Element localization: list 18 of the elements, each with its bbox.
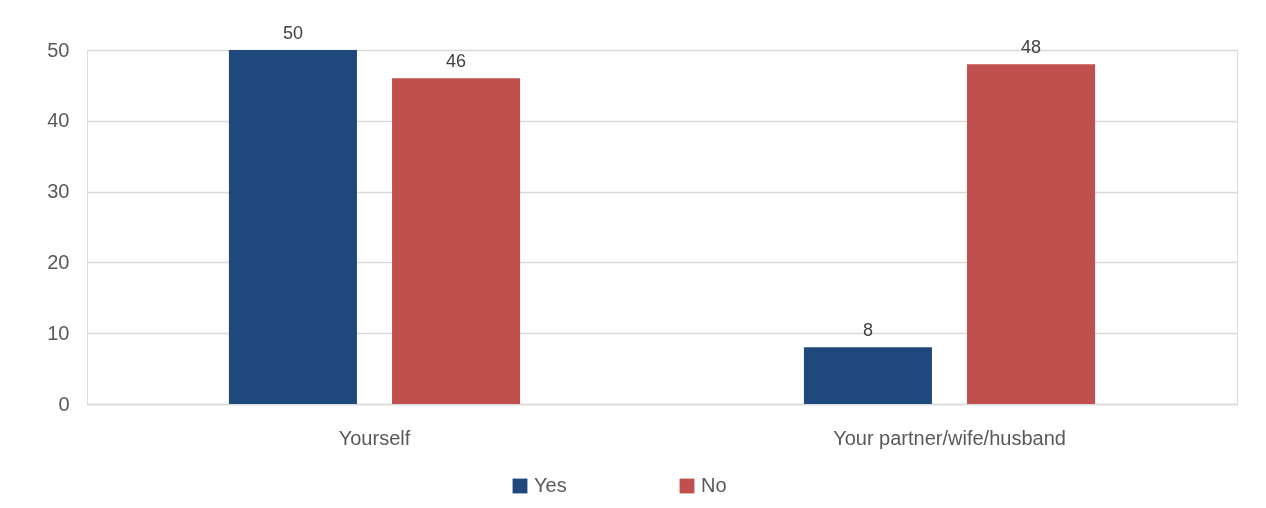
x-tick-label: Your partner/wife/husband [833,426,1066,449]
bar [228,50,357,404]
legend-label: Yes [534,474,567,496]
x-tick-label: Yourself [338,426,411,449]
data-label: 50 [282,23,303,43]
y-tick-label: 0 [58,392,70,415]
y-tick-label: 30 [47,180,70,203]
legend-label: No [701,474,727,496]
data-label: 48 [1021,37,1042,58]
bar [392,78,521,404]
y-tick-label: 20 [47,250,70,273]
bar [967,64,1096,404]
data-label: 8 [862,320,873,341]
bar [803,347,932,404]
y-tick-label: 40 [47,109,70,132]
y-tick-label: 50 [47,38,70,61]
data-label: 46 [446,51,467,72]
y-tick-label: 10 [47,321,70,344]
